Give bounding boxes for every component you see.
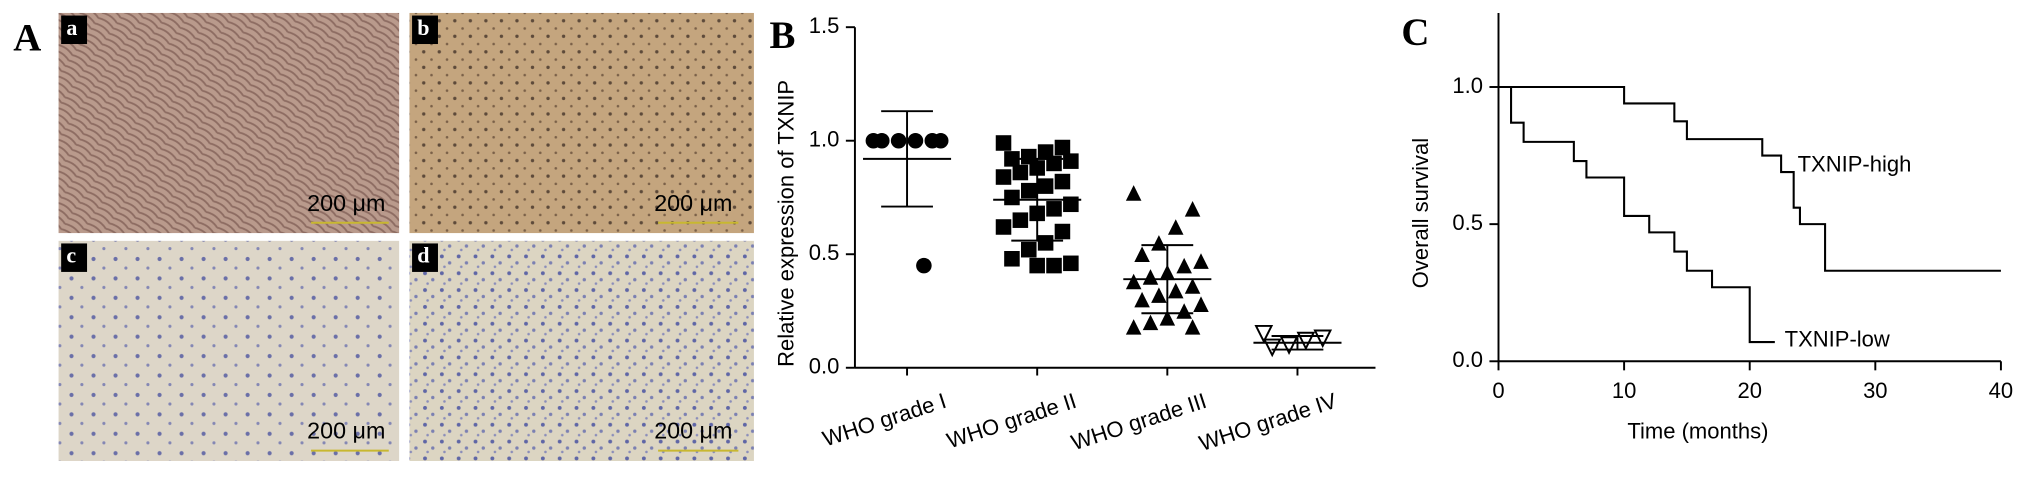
- subpanel-label: c: [66, 243, 76, 268]
- x-tick-label: WHO grade II: [944, 388, 1080, 453]
- point: [1159, 310, 1176, 326]
- point: [1167, 219, 1184, 235]
- x-tick-label: 20: [1737, 378, 1761, 403]
- point: [1037, 178, 1054, 194]
- y-tick-label: 0.0: [809, 354, 840, 379]
- y-axis-label: Overall survival: [1408, 138, 1433, 288]
- point: [1296, 331, 1316, 351]
- point: [1193, 296, 1209, 312]
- point: [1063, 153, 1079, 169]
- scale-text: 200 μm: [654, 190, 732, 216]
- x-tick-label: 40: [1989, 378, 2013, 403]
- y-tick-label: 1.0: [1452, 73, 1483, 98]
- point: [1037, 235, 1054, 251]
- y-axis-label: Relative expression of TXNIP: [773, 80, 798, 367]
- micrograph: [409, 12, 754, 234]
- x-tick-label: WHO grade III: [1068, 388, 1209, 455]
- point: [1046, 201, 1062, 217]
- subpanel-label: a: [66, 15, 77, 40]
- label-box: [412, 15, 438, 45]
- micrograph: [409, 240, 754, 461]
- point: [1176, 257, 1192, 274]
- point: [1193, 253, 1209, 269]
- point: [1012, 212, 1029, 228]
- point: [1176, 303, 1192, 319]
- point: [1262, 338, 1282, 358]
- point: [1004, 251, 1020, 267]
- micrographs: a b c d 200 μm 200 μm 200 μm 200 μm: [58, 12, 754, 461]
- x-tick-label: 10: [1612, 378, 1636, 403]
- x-axis-label: Time (months): [1627, 418, 1768, 443]
- panel-label: A: [13, 16, 41, 59]
- point: [1167, 282, 1184, 299]
- point: [932, 132, 949, 149]
- survival-curve: [1498, 85, 2001, 272]
- point: [1134, 291, 1150, 308]
- point: [1125, 319, 1142, 335]
- x-tick-label: WHO grade IV: [1196, 388, 1340, 456]
- point: [995, 219, 1012, 235]
- point: [907, 132, 924, 149]
- point: [995, 135, 1012, 151]
- point: [1046, 257, 1062, 274]
- series-label: TXNIP-high: [1798, 152, 1912, 177]
- micrograph: [58, 240, 400, 461]
- x-tick-label: 0: [1492, 378, 1504, 403]
- scale-text: 200 μm: [307, 418, 385, 444]
- point: [1054, 139, 1071, 156]
- subpanel-label: d: [417, 243, 429, 268]
- point: [1184, 201, 1201, 217]
- series-label: TXNIP-low: [1785, 326, 1890, 351]
- point: [1125, 185, 1142, 201]
- point: [1184, 319, 1201, 335]
- scale-text: 200 μm: [654, 418, 732, 444]
- survival-curve: [1498, 85, 1775, 344]
- y-tick-label: 1.0: [809, 127, 840, 152]
- point: [1142, 269, 1159, 285]
- point: [1313, 329, 1333, 349]
- label-box: [412, 243, 438, 272]
- point: [1254, 324, 1274, 344]
- label-box: [61, 243, 88, 272]
- point: [1151, 287, 1167, 303]
- micrograph: [58, 12, 400, 234]
- panel-label: C: [1401, 11, 1429, 54]
- x-tick-label: 30: [1863, 378, 1887, 403]
- point: [1063, 255, 1079, 272]
- point: [1012, 164, 1029, 181]
- point: [1029, 257, 1045, 274]
- point: [1279, 336, 1299, 355]
- y-tick-label: 0.5: [1452, 210, 1483, 235]
- panel-label: B: [769, 14, 795, 57]
- point: [1134, 246, 1150, 263]
- point: [874, 132, 890, 149]
- scale-text: 200 μm: [307, 190, 385, 216]
- point: [1125, 273, 1142, 290]
- point: [995, 169, 1012, 185]
- point: [1021, 182, 1037, 199]
- point: [1151, 235, 1167, 251]
- point: [1142, 314, 1159, 331]
- point: [1021, 241, 1037, 258]
- point: [1054, 173, 1071, 190]
- point: [1184, 278, 1201, 294]
- point: [1004, 189, 1020, 206]
- y-tick-label: 1.5: [809, 13, 840, 38]
- label-box: [61, 15, 88, 45]
- point: [890, 132, 907, 149]
- point: [1054, 223, 1071, 240]
- y-tick-label: 0.0: [1452, 347, 1483, 372]
- x-tick-label: WHO grade I: [819, 388, 949, 451]
- subpanel-label: b: [417, 15, 429, 40]
- y-tick-label: 0.5: [809, 240, 840, 265]
- point: [916, 257, 932, 274]
